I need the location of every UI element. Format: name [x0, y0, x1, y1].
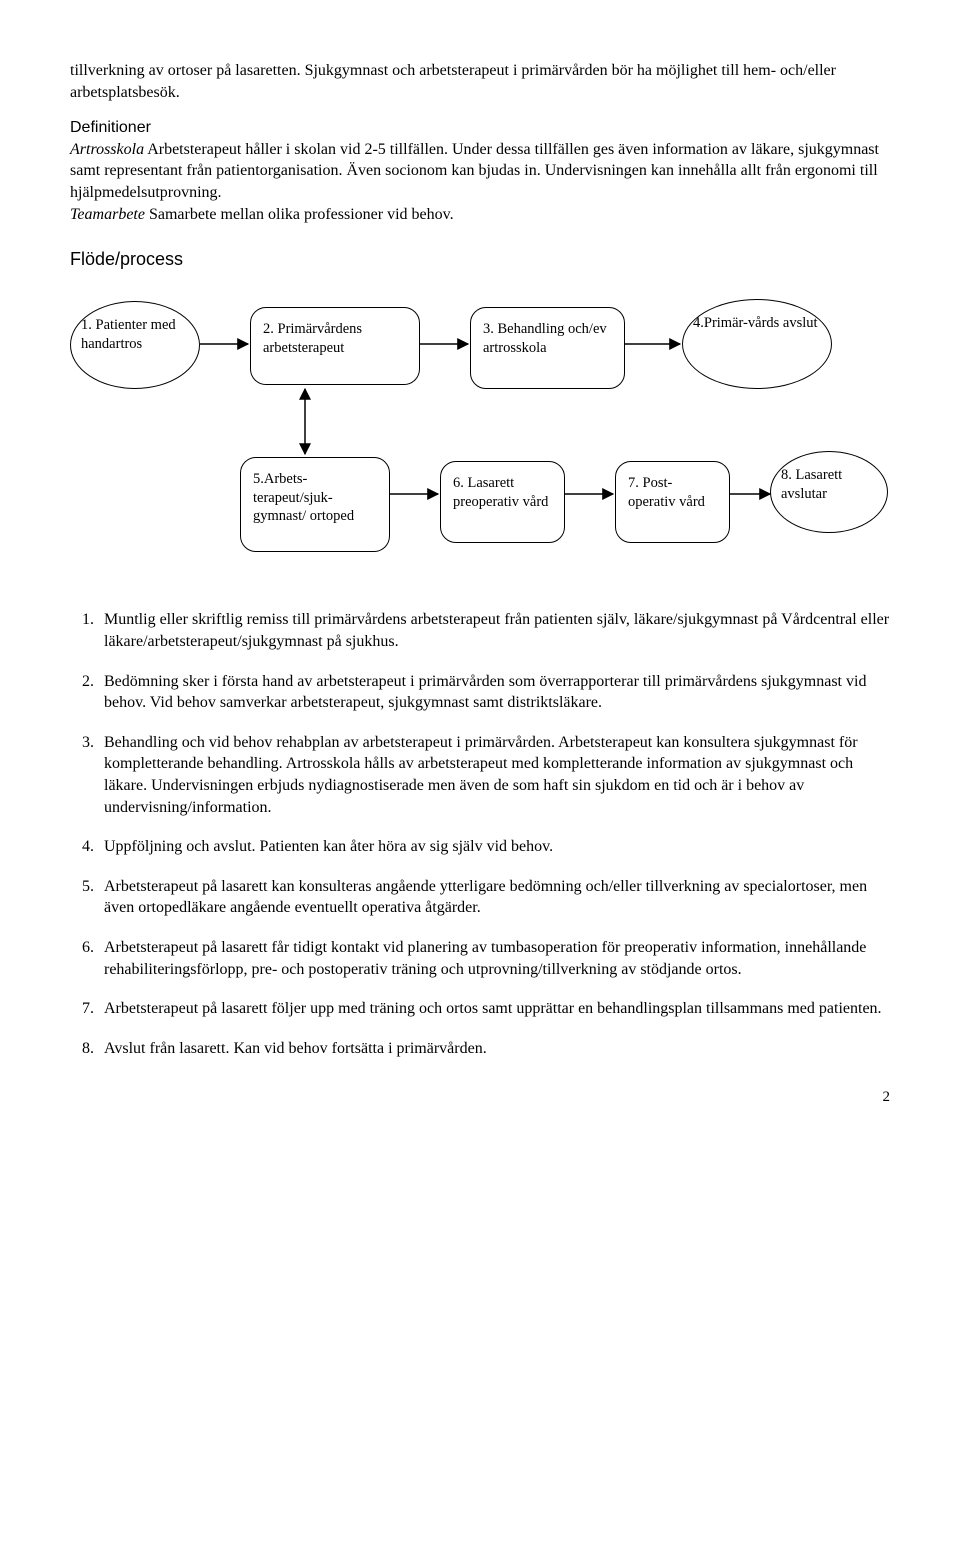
flow-node-4: 4.Primär-vårds avslut: [682, 299, 832, 389]
flow-node-1: 1. Patienter med handartros: [70, 301, 200, 389]
list-item: Arbetsterapeut på lasarett kan konsulter…: [98, 876, 890, 919]
flow-node-6: 6. Lasarett preoperativ vård: [440, 461, 565, 543]
flow-node-5: 5.Arbets-terapeut/sjuk-gymnast/ ortoped: [240, 457, 390, 552]
list-item: Avslut från lasarett. Kan vid behov fort…: [98, 1038, 890, 1060]
flow-node-8: 8. Lasarett avslutar: [770, 451, 888, 533]
flow-node-7: 7. Post-operativ vård: [615, 461, 730, 543]
intro-paragraph: tillverkning av ortoser på lasaretten. S…: [70, 60, 890, 103]
def-body: Arbetsterapeut håller i skolan vid 2-5 t…: [70, 141, 879, 201]
list-item: Behandling och vid behov rehabplan av ar…: [98, 732, 890, 818]
definitions-heading: Definitioner: [70, 119, 151, 136]
list-item: Arbetsterapeut på lasarett följer upp me…: [98, 998, 890, 1020]
flow-node-3: 3. Behandling och/ev artrosskola: [470, 307, 625, 389]
def-term-artrosskola: Artrosskola: [70, 141, 144, 158]
list-item: Muntlig eller skriftlig remiss till prim…: [98, 609, 890, 652]
flow-heading: Flöde/process: [70, 247, 890, 271]
flowchart: 1. Patienter med handartros 2. Primärvår…: [70, 289, 890, 599]
numbered-list: Muntlig eller skriftlig remiss till prim…: [70, 609, 890, 1059]
def-term-teamarbete: Teamarbete: [70, 206, 145, 223]
team-body: Samarbete mellan olika professioner vid …: [145, 206, 454, 223]
list-item: Uppföljning och avslut. Patienten kan åt…: [98, 836, 890, 858]
flow-node-2: 2. Primärvårdens arbetsterapeut: [250, 307, 420, 385]
definitions-paragraph: Definitioner Artrosskola Arbetsterapeut …: [70, 117, 890, 225]
list-item: Bedömning sker i första hand av arbetste…: [98, 671, 890, 714]
page-number: 2: [70, 1087, 890, 1107]
list-item: Arbetsterapeut på lasarett får tidigt ko…: [98, 937, 890, 980]
